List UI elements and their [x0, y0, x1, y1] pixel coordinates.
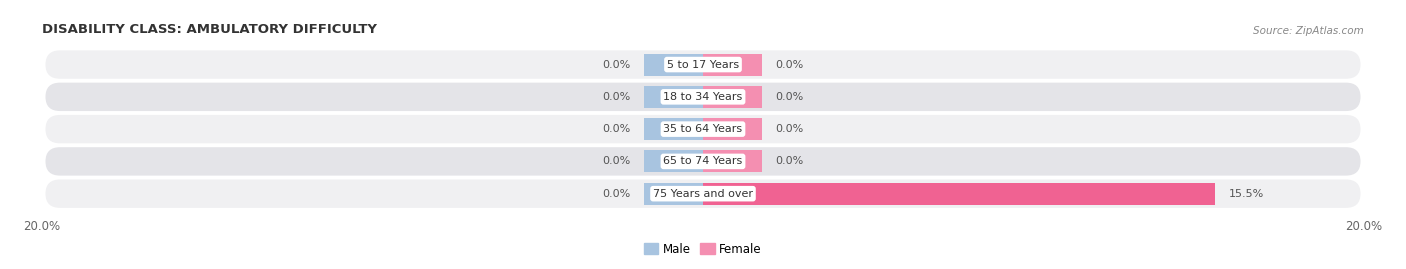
Text: 0.0%: 0.0%	[776, 92, 804, 102]
FancyBboxPatch shape	[45, 50, 1361, 79]
Text: 18 to 34 Years: 18 to 34 Years	[664, 92, 742, 102]
Bar	[703, 54, 762, 76]
Text: 35 to 64 Years: 35 to 64 Years	[664, 124, 742, 134]
Text: DISABILITY CLASS: AMBULATORY DIFFICULTY: DISABILITY CLASS: AMBULATORY DIFFICULTY	[42, 23, 377, 36]
Text: 0.0%: 0.0%	[602, 156, 630, 167]
Text: 65 to 74 Years: 65 to 74 Years	[664, 156, 742, 167]
Text: 0.0%: 0.0%	[776, 59, 804, 70]
FancyBboxPatch shape	[45, 83, 1361, 111]
Text: 0.0%: 0.0%	[602, 189, 630, 199]
Text: Source: ZipAtlas.com: Source: ZipAtlas.com	[1253, 26, 1364, 36]
Text: 5 to 17 Years: 5 to 17 Years	[666, 59, 740, 70]
FancyBboxPatch shape	[45, 115, 1361, 143]
Text: 0.0%: 0.0%	[776, 156, 804, 167]
Bar	[644, 150, 703, 172]
Bar	[644, 183, 703, 205]
Bar	[644, 54, 703, 76]
Text: 0.0%: 0.0%	[602, 124, 630, 134]
Bar	[644, 118, 703, 140]
Text: 0.0%: 0.0%	[602, 59, 630, 70]
Legend: Male, Female: Male, Female	[644, 243, 762, 256]
Bar	[644, 86, 703, 108]
FancyBboxPatch shape	[45, 179, 1361, 208]
Bar	[703, 118, 762, 140]
Bar	[703, 183, 1215, 205]
Text: 0.0%: 0.0%	[776, 124, 804, 134]
FancyBboxPatch shape	[45, 147, 1361, 176]
Bar	[703, 150, 762, 172]
Text: 0.0%: 0.0%	[602, 92, 630, 102]
Bar	[703, 86, 762, 108]
Text: 75 Years and over: 75 Years and over	[652, 189, 754, 199]
Text: 15.5%: 15.5%	[1229, 189, 1264, 199]
